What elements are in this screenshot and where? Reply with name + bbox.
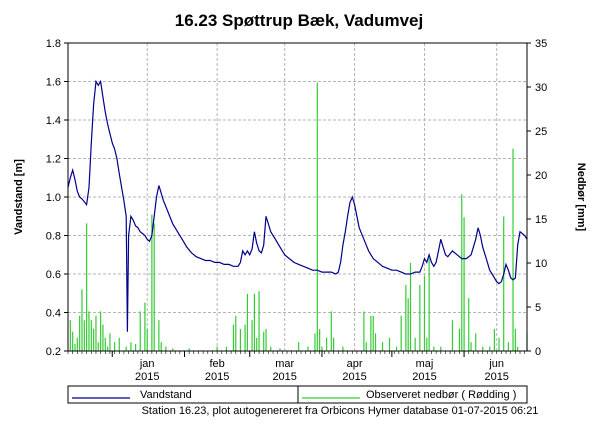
y2-tick-label: 0 bbox=[535, 346, 541, 358]
footer-note: Station 16.23, plot autogenereret fra Or… bbox=[142, 405, 539, 417]
precipitation-series bbox=[69, 82, 528, 351]
x-month-label: apr bbox=[347, 358, 363, 370]
x-year-label: 2015 bbox=[342, 371, 366, 383]
y-axis-right: 0 5 10 15 20 25 30 35 bbox=[527, 38, 547, 358]
y2-tick-label: 10 bbox=[535, 258, 547, 270]
chart-title: 16.23 Spøttrup Bæk, Vadumvej bbox=[175, 11, 423, 30]
water-level-line bbox=[67, 79, 528, 332]
y-tick-label: 1.2 bbox=[46, 154, 61, 166]
x-month-label: jun bbox=[488, 358, 504, 370]
y-tick-label: 0.8 bbox=[46, 231, 61, 243]
x-month-label: maj bbox=[416, 358, 434, 370]
x-year-label: 2015 bbox=[135, 371, 159, 383]
x-year-label: 2015 bbox=[205, 371, 229, 383]
y-axis-left: 0.2 0.4 0.6 0.8 1.0 1.2 1.4 1.6 1.8 bbox=[46, 38, 68, 358]
x-axis: jan2015feb2015mar2015apr2015maj2015jun20… bbox=[67, 351, 525, 383]
x-year-label: 2015 bbox=[412, 371, 436, 383]
x-year-label: 2015 bbox=[272, 371, 296, 383]
y2-tick-label: 25 bbox=[535, 126, 547, 138]
y2-tick-label: 5 bbox=[535, 302, 541, 314]
y-tick-label: 0.6 bbox=[46, 269, 61, 281]
y2-tick-label: 35 bbox=[535, 38, 547, 50]
y2-tick-label: 15 bbox=[535, 214, 547, 226]
x-month-label: jan bbox=[139, 358, 155, 370]
y-tick-label: 0.2 bbox=[46, 346, 61, 358]
x-year-label: 2015 bbox=[484, 371, 508, 383]
y-tick-label: 1.4 bbox=[46, 115, 61, 127]
y2-axis-label: Nedbør [mm] bbox=[575, 163, 587, 232]
y2-tick-label: 20 bbox=[535, 170, 547, 182]
y-tick-label: 1.0 bbox=[46, 192, 61, 204]
x-month-label: feb bbox=[209, 358, 224, 370]
y-tick-label: 1.8 bbox=[46, 38, 61, 50]
y2-tick-label: 30 bbox=[535, 82, 547, 94]
y-axis-label: Vandstand [m] bbox=[13, 159, 25, 235]
legend-label-water-level: Vandstand bbox=[140, 389, 192, 401]
legend-label-precipitation: Observeret nedbør ( Rødding ) bbox=[366, 389, 516, 401]
y-tick-label: 0.4 bbox=[46, 308, 61, 320]
legend: Vandstand Observeret nedbør ( Rødding ) bbox=[67, 385, 528, 404]
y-tick-label: 1.6 bbox=[46, 77, 61, 89]
x-month-label: mar bbox=[275, 358, 294, 370]
